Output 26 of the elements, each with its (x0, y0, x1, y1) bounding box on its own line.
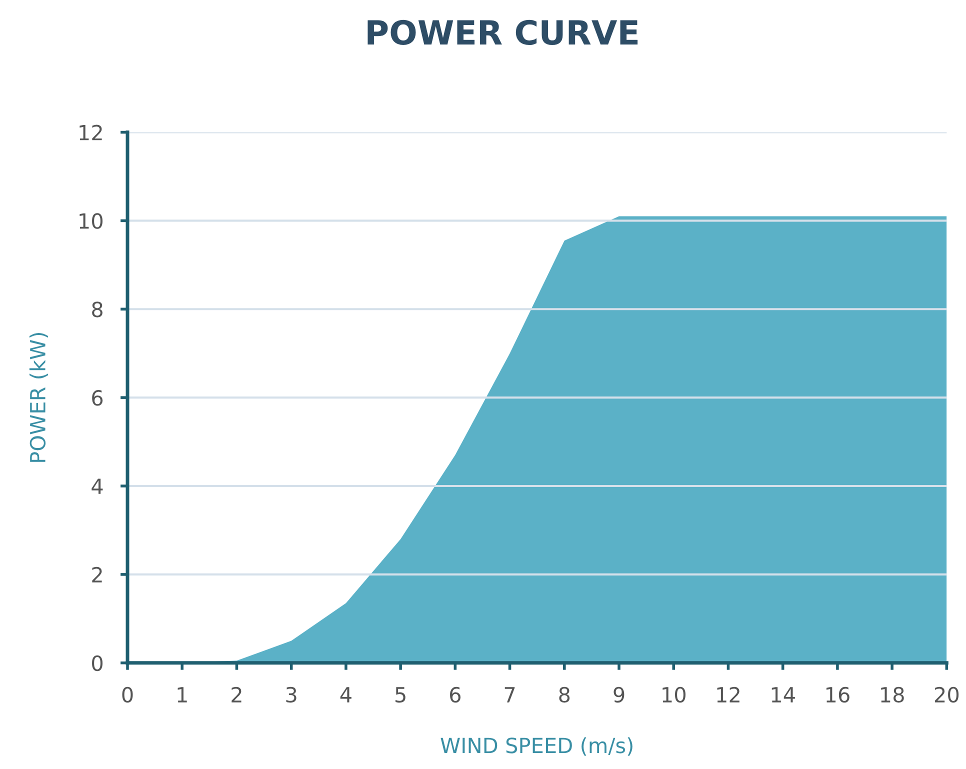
x-tick-label: 6 (450, 686, 460, 703)
y-tick-label: 4 (92, 478, 103, 494)
x-tick-label: 8 (559, 686, 570, 703)
x-tick-label: 20 (934, 686, 959, 703)
y-tick-label: 2 (92, 566, 102, 582)
x-tick-label: 5 (396, 687, 406, 703)
x-tick-label: 14 (772, 687, 795, 702)
chart-title: POWER CURVE (368, 20, 638, 46)
y-tick-label: 8 (92, 302, 102, 318)
x-tick-label: 12 (717, 686, 740, 702)
x-tick-label: 4 (340, 687, 352, 702)
x-tick-label: 10 (662, 686, 686, 703)
x-tick-label: 0 (122, 686, 133, 703)
x-tick-label: 7 (504, 687, 515, 702)
x-tick-label: 9 (614, 686, 624, 703)
y-tick-label: 0 (92, 655, 103, 672)
y-tick-label: 6 (92, 390, 103, 406)
x-tick-label: 16 (826, 686, 850, 703)
x-axis-title: WIND SPEED (m/s) (440, 737, 632, 756)
y-tick-label: 12 (80, 124, 102, 140)
y-axis-title: POWER (kW) (29, 332, 48, 462)
x-tick-label: 3 (286, 686, 296, 703)
x-tick-label: 1 (178, 687, 187, 702)
x-tick-label: 2 (232, 686, 242, 702)
x-tick-label: 18 (881, 686, 904, 703)
y-tick-label: 10 (80, 213, 103, 229)
